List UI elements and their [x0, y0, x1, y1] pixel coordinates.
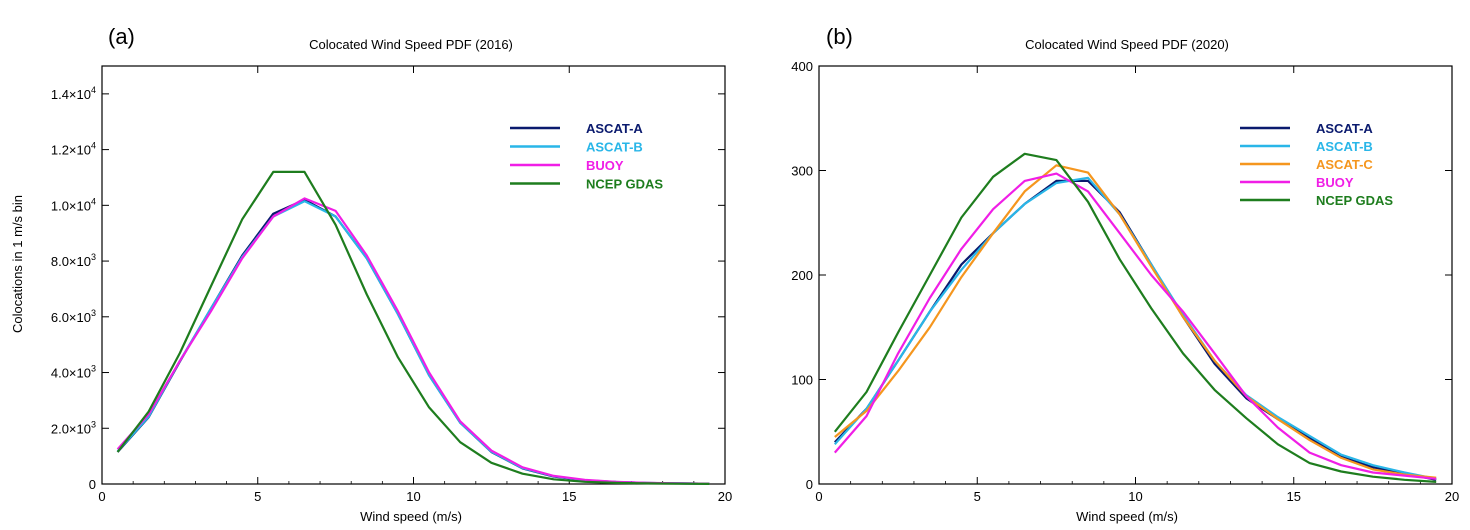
panel-a-label: (a) — [108, 24, 135, 49]
panel-a-legend-label: ASCAT-A — [586, 121, 643, 136]
panel-b-x-tick-label: 0 — [815, 489, 822, 504]
panel-b-x-tick-label: 5 — [974, 489, 981, 504]
panel-a-x-tick-label: 20 — [718, 489, 732, 504]
panel-a-plot: 0 5 10 15 2002.0×1034.0×1036.0×1038.0×1031.0… — [51, 65, 732, 504]
panel-a-y-tick-label: 1.0×104 — [51, 196, 96, 213]
panel-a-title: Colocated Wind Speed PDF (2016) — [309, 37, 513, 52]
panel-b-x-tick-label: 15 — [1287, 489, 1301, 504]
panel-a-y-tick-exponent: 3 — [91, 419, 96, 429]
panel-a-x-axis-title: Wind speed (m/s) — [360, 509, 462, 524]
panel-b-legend-label: ASCAT-A — [1316, 121, 1373, 136]
panel-b-y-tick-mantissa: 300 — [791, 164, 813, 179]
panel-a-y-tick-mantissa: 0 — [89, 477, 96, 492]
panel-a-y-tick-mantissa: 4.0×10 — [51, 366, 91, 381]
panel-b-x-tick-label: 20 — [1445, 489, 1459, 504]
panel-b-y-tick-mantissa: 400 — [791, 59, 813, 74]
panel-b-title: Colocated Wind Speed PDF (2020) — [1025, 37, 1229, 52]
panel-a-x-tick-label: 15 — [562, 489, 576, 504]
panel-b-legend-label: BUOY — [1316, 175, 1354, 190]
panel-a-y-axis-title: Colocations in 1 m/s bin — [10, 195, 25, 333]
panel-a-y-tick-mantissa: 1.2×10 — [51, 143, 91, 158]
panel-a-y-tick-exponent: 3 — [91, 308, 96, 318]
panel-a-y-tick-exponent: 3 — [91, 364, 96, 374]
panel-a-y-tick-mantissa: 8.0×10 — [51, 254, 91, 269]
panel-b-series-ascat-b — [833, 176, 1437, 480]
panel-a-y-tick-label: 4.0×103 — [51, 364, 96, 381]
panel-b-series-ncep-gdas — [833, 152, 1437, 483]
panel-a-y-tick-label: 6.0×103 — [51, 308, 96, 325]
panel-a-y-tick-label: 0 — [89, 477, 96, 492]
panel-a-y-tick-exponent: 4 — [91, 141, 96, 151]
panel-b-legend-label: NCEP GDAS — [1316, 193, 1393, 208]
panel-a-y-tick-exponent: 4 — [91, 85, 96, 95]
panel-b-series-ascat-c — [834, 164, 1437, 479]
panel-a-y-tick-exponent: 4 — [91, 196, 96, 206]
panel-b-y-tick-label: 200 — [791, 268, 813, 283]
panel-a-x-tick-label: 0 — [98, 489, 105, 504]
panel-a-series-buoy — [116, 197, 710, 485]
panel-a-x-tick-label: 5 — [254, 489, 261, 504]
panel-a-legend-label: BUOY — [586, 158, 624, 173]
panel-a: (a) Colocated Wind Speed PDF (2016) Wind… — [10, 24, 732, 524]
panel-b-series-buoy — [833, 172, 1437, 480]
panel-b-y-tick-mantissa: 200 — [791, 268, 813, 283]
panel-b-y-tick-label: 400 — [791, 59, 813, 74]
panel-b-y-tick-mantissa: 100 — [791, 373, 813, 388]
panel-a-legend-label: NCEP GDAS — [586, 177, 663, 192]
panel-b-y-tick-label: 0 — [806, 477, 813, 492]
panel-a-x-tick-label: 10 — [406, 489, 420, 504]
panel-a-y-tick-mantissa: 6.0×10 — [51, 310, 91, 325]
panel-b-y-tick-label: 100 — [791, 373, 813, 388]
panel-b-legend-label: ASCAT-B — [1316, 139, 1373, 154]
panel-a-y-tick-mantissa: 2.0×10 — [51, 421, 91, 436]
panel-a-y-tick-label: 8.0×103 — [51, 252, 96, 269]
panel-a-y-tick-label: 2.0×103 — [51, 419, 96, 436]
panel-a-series-ncep-gdas — [116, 170, 710, 485]
panel-a-y-tick-mantissa: 1.4×10 — [51, 87, 91, 102]
panel-b: (b) Colocated Wind Speed PDF (2020) Wind… — [791, 24, 1459, 524]
panel-a-y-tick-exponent: 3 — [91, 252, 96, 262]
panel-b-x-tick-label: 10 — [1128, 489, 1142, 504]
panel-b-y-tick-mantissa: 0 — [806, 477, 813, 492]
panel-b-label: (b) — [826, 24, 853, 49]
panel-b-series-ascat-a — [834, 179, 1437, 481]
panel-a-y-tick-label: 1.4×104 — [51, 85, 96, 102]
panel-b-x-axis-title: Wind speed (m/s) — [1076, 509, 1178, 524]
panel-a-legend-label: ASCAT-B — [586, 140, 643, 155]
panel-a-y-tick-label: 1.2×104 — [51, 141, 96, 158]
panel-b-plot: 0 5 10 15 200100200300400ASCAT-AASCAT-BASCAT… — [791, 59, 1459, 504]
panel-b-y-tick-label: 300 — [791, 164, 813, 179]
panel-a-y-tick-mantissa: 1.0×10 — [51, 198, 91, 213]
panel-b-legend-label: ASCAT-C — [1316, 157, 1373, 172]
